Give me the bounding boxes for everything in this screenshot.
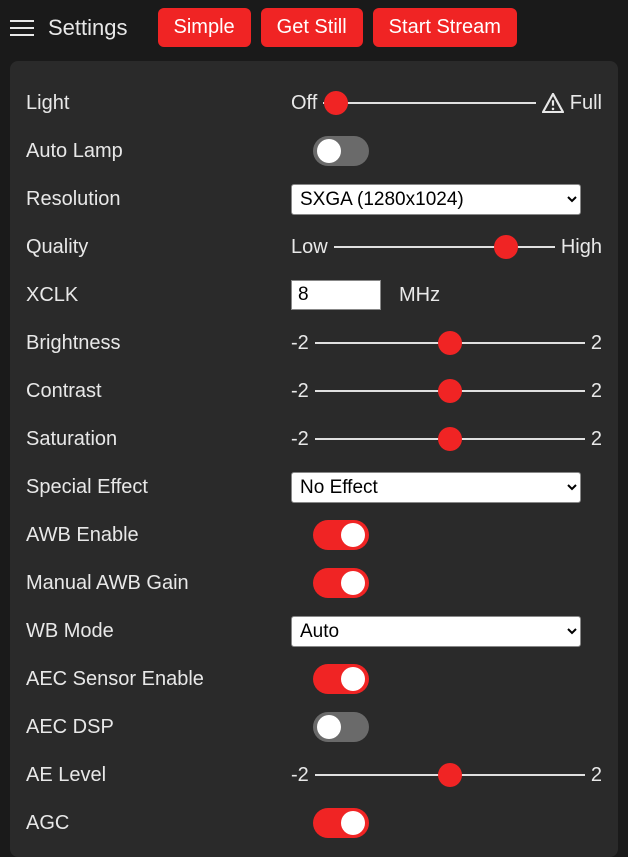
brightness-max: 2 [591,332,602,355]
saturation-max: 2 [591,428,602,451]
special-effect-select[interactable]: No Effect [291,472,581,503]
menu-icon[interactable] [10,20,34,36]
quality-max: High [561,236,602,259]
manual-awb-gain-label: Manual AWB Gain [26,572,291,595]
quality-min: Low [291,236,328,259]
ae-level-min: -2 [291,764,309,787]
saturation-label: Saturation [26,428,291,451]
quality-label: Quality [26,236,291,259]
light-slider[interactable] [323,91,535,115]
light-label: Light [26,92,291,115]
saturation-slider[interactable] [315,427,585,451]
agc-label: AGC [26,812,291,835]
resolution-label: Resolution [26,188,291,211]
saturation-min: -2 [291,428,309,451]
contrast-slider[interactable] [315,379,585,403]
light-min: Off [291,92,317,115]
ae-level-slider[interactable] [315,763,585,787]
brightness-label: Brightness [26,332,291,355]
aec-sensor-toggle[interactable] [313,664,369,694]
get-still-button[interactable]: Get Still [261,8,363,47]
awb-enable-toggle[interactable] [313,520,369,550]
settings-panel: Light Off Full Auto Lamp Resolution SXGA… [10,61,618,857]
ae-level-max: 2 [591,764,602,787]
brightness-min: -2 [291,332,309,355]
xclk-unit: MHz [399,284,440,307]
aec-dsp-label: AEC DSP [26,716,291,739]
start-stream-button[interactable]: Start Stream [373,8,517,47]
awb-enable-label: AWB Enable [26,524,291,547]
brightness-slider[interactable] [315,331,585,355]
aec-dsp-toggle[interactable] [313,712,369,742]
xclk-input[interactable] [291,280,381,310]
resolution-select[interactable]: SXGA (1280x1024) [291,184,581,215]
auto-lamp-label: Auto Lamp [26,140,291,163]
special-effect-label: Special Effect [26,476,291,499]
warning-icon [542,93,564,113]
contrast-label: Contrast [26,380,291,403]
auto-lamp-toggle[interactable] [313,136,369,166]
wb-mode-select[interactable]: Auto [291,616,581,647]
ae-level-label: AE Level [26,764,291,787]
contrast-min: -2 [291,380,309,403]
aec-sensor-label: AEC Sensor Enable [26,668,291,691]
xclk-label: XCLK [26,284,291,307]
quality-slider[interactable] [334,235,555,259]
light-max: Full [570,92,602,115]
manual-awb-gain-toggle[interactable] [313,568,369,598]
contrast-max: 2 [591,380,602,403]
agc-toggle[interactable] [313,808,369,838]
wb-mode-label: WB Mode [26,620,291,643]
simple-button[interactable]: Simple [158,8,251,47]
page-title: Settings [48,15,128,41]
